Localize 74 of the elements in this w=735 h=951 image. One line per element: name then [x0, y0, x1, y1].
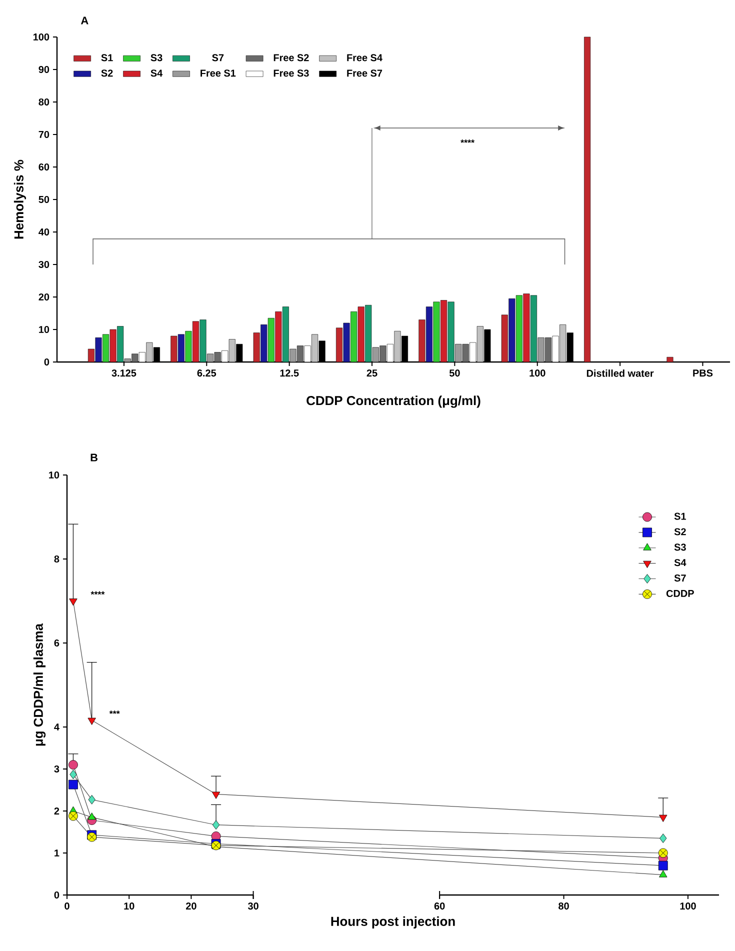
y-axis-title: μg CDDP/ml plasma — [33, 623, 46, 746]
point — [69, 598, 78, 606]
y-tick-label: 4 — [54, 724, 60, 730]
legend-label: S3 — [674, 544, 686, 551]
x-tick-label: 80 — [558, 902, 569, 910]
legend-label: S1 — [101, 54, 113, 62]
y-tick-label: 70 — [38, 130, 50, 138]
legend-label: S7 — [212, 54, 224, 62]
x-tick-label: 6.25 — [197, 370, 216, 377]
point — [88, 794, 96, 804]
legend-label: CDDP — [666, 590, 694, 598]
y-tick-label: 10 — [39, 326, 50, 334]
point — [658, 848, 668, 858]
point — [70, 770, 77, 780]
x-tick-label: 100 — [530, 370, 546, 377]
legend-label: S3 — [150, 54, 162, 62]
y-axis-title: Hemolysis % — [14, 160, 26, 239]
x-tick-label: 20 — [186, 902, 196, 910]
point — [88, 812, 96, 820]
x-tick-label: 3.125 — [112, 370, 136, 377]
point — [659, 814, 668, 822]
y-tick-label: 0 — [44, 358, 50, 366]
point — [88, 718, 96, 725]
y-tick-label: 80 — [38, 98, 50, 106]
legend-label: Free S1 — [200, 70, 236, 77]
chart-title: B — [90, 454, 98, 462]
legend-label: S2 — [674, 528, 686, 536]
legend-label: S4 — [150, 70, 163, 77]
point — [68, 760, 78, 770]
point — [68, 811, 78, 821]
x-tick-label: PBS — [693, 370, 713, 377]
y-tick-label: 90 — [38, 66, 50, 74]
point — [659, 870, 668, 878]
legend-label: S7 — [674, 574, 686, 582]
y-tick-label: 2 — [54, 808, 60, 814]
y-tick-label: 40 — [38, 228, 50, 236]
y-tick-label: 6 — [54, 639, 60, 647]
x-tick-label: 60 — [434, 902, 445, 910]
point — [660, 834, 667, 843]
x-tick-label: 50 — [449, 370, 460, 377]
annotation: **** — [460, 140, 475, 143]
y-tick-label: 1 — [54, 850, 60, 856]
point — [212, 820, 220, 830]
y-tick-label: 30 — [38, 260, 50, 268]
x-axis-title: Hours post injection — [331, 916, 455, 928]
legend-label: Free S3 — [274, 70, 309, 77]
x-tick-label: 30 — [248, 902, 258, 910]
annotation: *** — [109, 710, 120, 714]
y-tick-label: 50 — [38, 196, 50, 204]
y-tick-label: 100 — [33, 33, 50, 41]
y-tick-label: 20 — [38, 293, 50, 301]
annotation: **** — [90, 591, 105, 595]
x-tick-label: 100 — [680, 902, 696, 910]
y-tick-label: 10 — [49, 471, 60, 479]
y-tick-label: 3 — [54, 765, 60, 773]
y-tick-label: 8 — [54, 555, 60, 563]
y-tick-label: 0 — [54, 891, 60, 899]
point — [212, 792, 220, 799]
chart-title: A — [80, 16, 88, 24]
x-axis-title: CDDP Concentration (μg/ml) — [306, 396, 480, 408]
y-tick-label: 60 — [38, 163, 50, 171]
x-tick-label: 12.5 — [280, 370, 299, 377]
x-tick-label: 25 — [366, 370, 378, 377]
point — [658, 860, 668, 870]
x-tick-label: 10 — [124, 902, 134, 910]
legend-label: Free S2 — [274, 54, 309, 62]
point — [68, 780, 78, 790]
legend-label: S4 — [674, 559, 686, 566]
legend-label: Free S4 — [347, 54, 382, 62]
x-tick-label: 0 — [64, 902, 70, 910]
legend-label: Free S7 — [347, 70, 382, 77]
legend-label: S1 — [674, 512, 686, 520]
x-tick-label: Distilled water — [586, 370, 654, 377]
legend-label: S2 — [101, 70, 113, 77]
